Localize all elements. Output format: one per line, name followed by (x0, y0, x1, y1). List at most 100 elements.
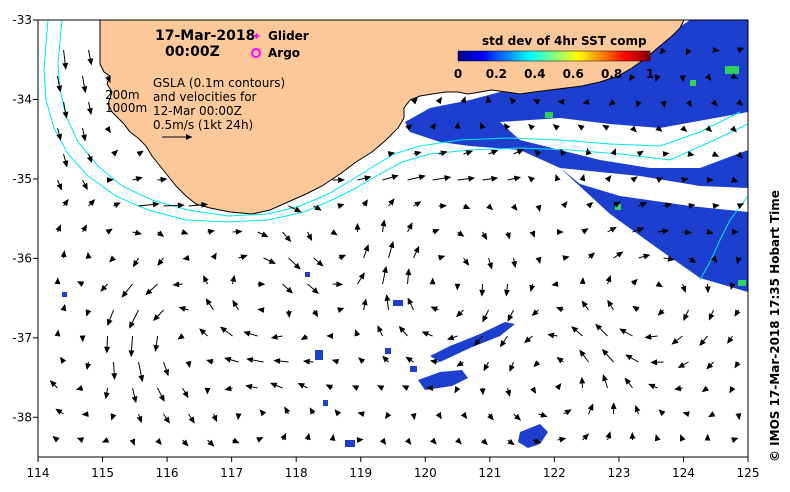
velocity-arrow (438, 255, 446, 261)
sst-hotspot (725, 66, 739, 74)
velocity-arrow (238, 254, 248, 261)
x-axis: 114 115 116 117 118 119 120 121 122 123 124 125 (27, 457, 760, 480)
velocity-arrow (735, 413, 742, 421)
velocity-arrow (100, 283, 108, 292)
velocity-arrow (243, 330, 258, 337)
velocity-arrow (499, 335, 508, 348)
velocity-arrow (677, 361, 689, 369)
velocity-arrow (556, 357, 564, 364)
velocity-arrow (163, 202, 185, 209)
velocity-arrow (685, 100, 692, 108)
velocity-arrow (577, 124, 585, 131)
velocity-arrow (602, 374, 609, 389)
colorbar-ramp (457, 50, 651, 62)
velocity-arrow (246, 357, 264, 363)
velocity-arrow (357, 272, 365, 285)
velocity-arrow (734, 361, 741, 369)
velocity-arrow (586, 201, 594, 209)
velocity-arrow (413, 150, 422, 157)
velocity-arrow (460, 96, 467, 104)
velocity-arrow (132, 176, 143, 182)
velocity-arrow (557, 99, 565, 106)
velocity-arrow (407, 297, 414, 311)
velocity-arrow (181, 229, 189, 235)
x-tick-label: 114 (27, 466, 50, 480)
velocity-arrow (52, 435, 60, 443)
velocity-arrow (473, 335, 483, 346)
x-tick-label: 115 (91, 466, 114, 480)
velocity-arrow (356, 437, 364, 444)
sst-cloud-gap (500, 112, 748, 168)
velocity-arrow (257, 307, 265, 314)
velocity-arrow (206, 358, 214, 365)
velocity-arrow (138, 361, 145, 383)
x-tick-label: 125 (737, 466, 760, 480)
velocity-arrow (503, 283, 510, 297)
velocity-arrow (534, 149, 542, 157)
velocity-arrow (555, 306, 564, 313)
velocity-arrow (638, 202, 648, 208)
y-tick-label: -38 (12, 410, 32, 424)
velocity-arrow (62, 101, 69, 119)
velocity-arrow (354, 222, 361, 233)
velocity-arrow (307, 283, 319, 294)
velocity-arrow (663, 255, 675, 262)
velocity-arrow (306, 231, 313, 242)
velocity-arrow (210, 252, 217, 260)
velocity-arrow (332, 281, 344, 288)
argo-label: Argo (268, 46, 300, 60)
velocity-arrow (354, 329, 361, 337)
velocity-arrow (361, 199, 368, 207)
velocity-arrow (712, 203, 720, 210)
velocity-arrow (657, 228, 670, 235)
velocity-arrow (587, 403, 594, 415)
sst-patch-mid-3 (518, 424, 548, 448)
velocity-arrow (650, 359, 664, 366)
velocity-arrow (62, 49, 69, 70)
velocity-arrow (382, 265, 388, 285)
velocity-arrow (49, 380, 58, 389)
velocity-arrow (86, 101, 93, 116)
velocity-arrow (706, 228, 714, 235)
velocity-arrow (121, 283, 133, 298)
velocity-arrow (105, 228, 113, 235)
velocity-arrow (736, 151, 743, 159)
velocity-arrow (610, 402, 617, 415)
velocity-arrow (387, 151, 396, 157)
velocity-arrow (547, 332, 558, 339)
velocity-arrow (487, 413, 494, 421)
velocity-arrow (113, 202, 121, 209)
velocity-arrow (659, 47, 667, 55)
velocity-arrow (429, 358, 439, 365)
velocity-arrow (230, 274, 237, 285)
velocity-arrow (704, 283, 711, 294)
colorbar: std dev of 4hr SST comp 0 0.2 0.4 0.6 0.8 1 (454, 34, 654, 81)
velocity-arrow (687, 150, 695, 157)
velocity-arrow (531, 309, 539, 316)
velocity-arrow (232, 437, 240, 444)
velocity-arrow (185, 360, 192, 369)
velocity-arrow (729, 386, 736, 394)
sst-data-layer (62, 20, 748, 448)
y-tick-label: -34 (12, 92, 32, 106)
velocity-arrow (529, 230, 536, 238)
colorbar-tick-label: 0.6 (563, 67, 584, 81)
velocity-arrow (734, 309, 741, 317)
velocity-arrow (462, 257, 470, 266)
velocity-arrow (56, 75, 63, 93)
velocity-arrow (338, 254, 347, 261)
velocity-arrow (85, 251, 92, 259)
velocity-arrow (587, 252, 595, 260)
velocity-arrow (435, 96, 443, 105)
velocity-arrow (153, 335, 160, 352)
sst-speck (345, 440, 355, 447)
sst-hotspot (738, 280, 746, 286)
velocity-arrow (132, 257, 139, 268)
sst-speck (305, 272, 310, 277)
velocity-arrow (111, 361, 118, 381)
velocity-arrow (304, 432, 311, 441)
velocity-arrow (413, 201, 422, 208)
velocity-arrow (56, 179, 63, 191)
velocity-arrow (551, 280, 559, 287)
velocity-arrow (454, 121, 461, 129)
